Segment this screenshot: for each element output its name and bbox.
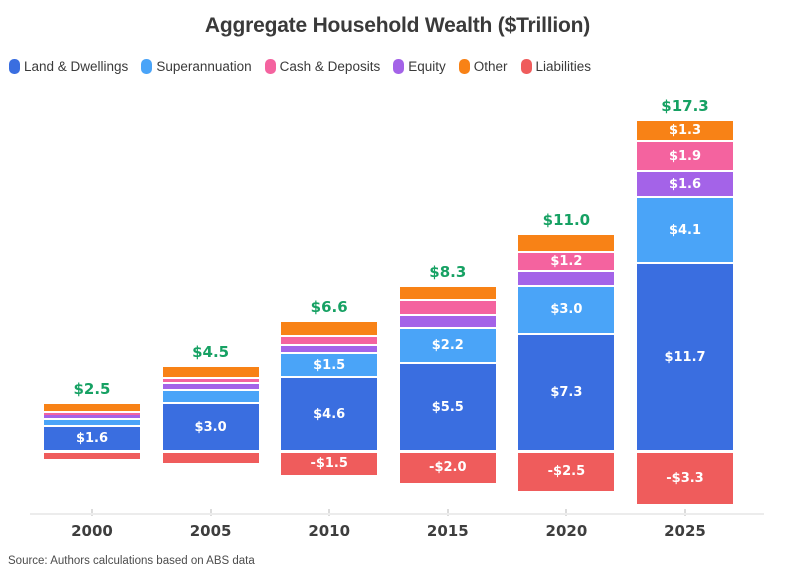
segment-value-label: $1.3: [668, 122, 702, 138]
segment-cash-deposits-2005: [162, 379, 259, 383]
segment-superannuation-2015: $2.2: [399, 328, 496, 362]
segment-superannuation-2000: [44, 420, 140, 425]
segment-equity-2010: [281, 346, 378, 353]
segment-cash-deposits-2000: [44, 413, 140, 415]
total-label-2020: $11.0: [542, 211, 591, 230]
x-axis-tick: [565, 509, 568, 516]
segment-liabilities-2025: -$3.3: [637, 452, 733, 504]
segment-liabilities-2010: -$1.5: [281, 452, 378, 475]
total-label-2010: $6.6: [310, 298, 348, 317]
legend-swatch-other-icon: [458, 59, 470, 74]
segment-value-label: -$1.5: [310, 456, 348, 472]
legend-item-superannuation: Superannuation: [141, 59, 252, 74]
segment-value-label: $2.2: [431, 337, 464, 353]
segment-other-2005: [162, 367, 259, 378]
segment-cash-deposits-2025: $1.9: [637, 141, 733, 171]
x-axis-tick: [91, 509, 93, 516]
legend-swatch-cash-deposits-icon: [264, 59, 276, 74]
x-axis-label-2005: 2005: [189, 522, 232, 540]
segment-superannuation-2005: [162, 391, 259, 403]
segment-value-label: $1.9: [668, 148, 702, 164]
segment-superannuation-2025: $4.1: [637, 198, 733, 263]
x-axis-label-2000: 2000: [71, 522, 113, 540]
segment-equity-2005: [162, 384, 259, 390]
total-label-2005: $4.5: [192, 343, 230, 362]
legend-swatch-equity-icon: [393, 59, 405, 74]
segment-value-label: -$2.5: [547, 464, 586, 480]
segment-equity-2020: [518, 272, 615, 285]
x-axis-line: [30, 513, 764, 515]
segment-equity-2000: [44, 415, 140, 419]
total-label-2000: $2.5: [73, 380, 111, 399]
legend-label: Land & Dwellings: [24, 59, 129, 74]
legend: Land & Dwellings Superannuation Cash & D…: [9, 59, 591, 74]
x-axis-tick: [446, 509, 449, 516]
segment-value-label: $1.6: [668, 176, 702, 192]
segment-value-label: $7.3: [550, 385, 583, 401]
segment-value-label: -$2.0: [429, 460, 467, 476]
legend-item-equity: Equity: [393, 59, 446, 74]
x-axis-label-2010: 2010: [308, 522, 351, 540]
legend-label: Other: [473, 59, 508, 74]
x-axis-label-2025: 2025: [664, 522, 706, 540]
segment-equity-2015: [399, 315, 496, 327]
segment-cash-deposits-2010: [281, 337, 378, 345]
legend-item-other: Other: [458, 59, 508, 74]
total-label-2025: $17.3: [661, 96, 709, 115]
legend-item-cash-deposits: Cash & Deposits: [264, 59, 381, 74]
segment-superannuation-2020: $3.0: [518, 286, 615, 333]
legend-label: Cash & Deposits: [279, 59, 381, 74]
legend-label: Liabilities: [535, 59, 592, 74]
segment-land-dwellings-2015: $5.5: [399, 363, 496, 451]
segment-value-label: $5.5: [431, 399, 464, 415]
segment-equity-2025: $1.6: [637, 172, 733, 197]
segment-value-label: $3.0: [550, 302, 583, 318]
segment-other-2020: [518, 235, 615, 251]
segment-land-dwellings-2005: $3.0: [162, 404, 259, 451]
segment-value-label: $11.7: [664, 349, 706, 365]
segment-other-2015: [399, 286, 496, 300]
segment-value-label: $4.6: [313, 406, 346, 422]
x-axis-label-2020: 2020: [545, 522, 588, 540]
legend-item-land-dwellings: Land & Dwellings: [9, 59, 128, 74]
segment-liabilities-2015: -$2.0: [399, 452, 496, 483]
x-axis-label-2015: 2015: [426, 522, 469, 540]
x-axis-tick: [684, 509, 686, 516]
segment-other-2025: $1.3: [637, 120, 733, 140]
chart-title: Aggregate Household Wealth ($Trillion): [204, 14, 591, 37]
segment-land-dwellings-2025: $11.7: [637, 264, 733, 451]
segment-liabilities-2020: -$2.5: [518, 452, 615, 491]
segment-other-2000: [44, 404, 140, 412]
segment-value-label: $4.1: [668, 222, 702, 238]
x-axis-tick: [328, 509, 331, 516]
segment-land-dwellings-2000: $1.6: [44, 426, 140, 451]
legend-swatch-liabilities-icon: [520, 59, 532, 74]
source-note: Source: Authors calculations based on AB…: [8, 555, 255, 567]
segment-land-dwellings-2020: $7.3: [518, 334, 615, 451]
segment-superannuation-2010: $1.5: [281, 354, 378, 377]
segment-land-dwellings-2010: $4.6: [281, 378, 378, 451]
segment-liabilities-2000: [44, 452, 140, 459]
segment-value-label: $1.2: [550, 254, 583, 270]
segment-cash-deposits-2020: $1.2: [518, 252, 615, 271]
segment-value-label: $3.0: [194, 419, 227, 435]
segment-value-label: $1.6: [75, 431, 109, 447]
segment-value-label: $1.5: [313, 357, 346, 373]
segment-liabilities-2005: [162, 452, 259, 464]
x-axis-tick: [209, 509, 212, 516]
total-label-2015: $8.3: [429, 262, 467, 281]
legend-label: Equity: [408, 59, 446, 74]
legend-swatch-land-dwellings-icon: [9, 59, 20, 74]
legend-item-liabilities: Liabilities: [520, 59, 592, 74]
segment-other-2010: [281, 322, 378, 336]
segment-value-label: -$3.3: [666, 470, 704, 486]
segment-cash-deposits-2015: [399, 301, 496, 314]
legend-swatch-superannuation-icon: [141, 59, 153, 74]
legend-label: Superannuation: [156, 59, 252, 74]
